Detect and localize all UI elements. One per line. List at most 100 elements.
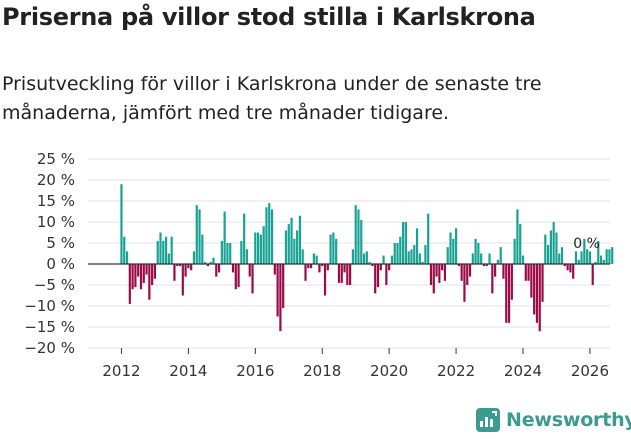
bar [223,211,226,264]
bar [388,264,391,271]
bar [309,264,313,269]
chart-title: Priserna på villor stod stilla i Karlskr… [2,3,536,31]
newsworthy-logo[interactable]: Newsworthy [476,408,631,432]
bar [201,234,204,264]
bar [597,240,600,264]
bar [259,234,262,264]
bar [323,264,327,296]
bar [206,264,209,267]
bar [583,238,586,264]
bar [290,217,293,264]
bar [164,236,168,264]
bar [441,264,444,271]
bar [505,264,508,323]
bar [262,226,265,264]
bar [379,264,382,271]
bar [145,264,148,275]
bar [137,264,140,277]
bar [362,253,366,264]
bar [399,236,402,264]
bar [393,243,396,264]
bar [521,255,525,264]
bar [360,219,363,264]
bar [365,251,368,264]
bar [488,253,491,264]
brand-name: Newsworthy [506,409,631,431]
bar [563,264,566,267]
bar [507,264,511,323]
bar [315,255,318,264]
bar [499,247,502,264]
bar [390,255,394,264]
y-tick-label: 10 % [37,213,75,231]
y-tick-label: 0 % [46,255,75,273]
bar [376,264,380,288]
bar [229,243,232,264]
bar [410,249,413,264]
x-tick-label: 2018 [303,362,341,380]
bar [524,264,527,281]
bar [139,264,143,290]
bar [134,264,137,288]
bar [368,261,371,264]
bar [181,264,184,296]
bar [276,264,279,317]
bar [569,264,572,273]
bar [349,264,352,285]
y-axis-ticks: 25 % 20 % 15 % 10 % 5 % 0 % −5 % −10 % −15 % −20 … [24,150,75,357]
bar [209,261,212,264]
y-tick-label: −5 % [34,276,75,294]
bar [226,243,229,264]
bar [541,264,544,302]
bar [491,264,494,294]
bar [257,232,260,264]
bar [599,255,603,264]
bar [560,247,564,264]
bar [187,264,190,269]
x-tick-label: 2026 [571,362,609,380]
bar [301,249,304,264]
bar [240,240,243,264]
bar [357,209,360,264]
bar [588,251,592,264]
bar [477,243,480,264]
bar [162,240,165,264]
bar [217,264,221,273]
bar [457,264,460,267]
bar [351,249,354,264]
bar [204,261,207,264]
bar [304,264,307,281]
bar [265,207,268,264]
bar [298,215,302,264]
bar [279,264,282,332]
bar [460,264,463,281]
bar [468,264,472,277]
bar [151,264,154,285]
bar [452,238,455,264]
bar [170,236,173,264]
bar [413,245,416,264]
bar [480,253,483,264]
y-tick-label: −10 % [24,297,75,315]
y-tick-label: 25 % [37,150,75,168]
bar [418,253,421,264]
bar [516,209,519,264]
bar [496,259,499,264]
bar [173,264,176,281]
bar [421,261,424,264]
x-tick-label: 2014 [169,362,207,380]
bar [354,205,357,264]
bar [178,264,182,267]
bar [605,249,608,264]
bar [549,230,552,264]
bar [192,251,196,264]
x-tick-label: 2024 [504,362,542,380]
bar [527,264,530,281]
x-tick-label: 2020 [370,362,408,380]
bar [282,264,285,309]
bar [220,240,223,264]
bar [427,213,430,264]
bar [402,222,405,264]
bar [337,264,341,283]
bar [159,232,162,264]
